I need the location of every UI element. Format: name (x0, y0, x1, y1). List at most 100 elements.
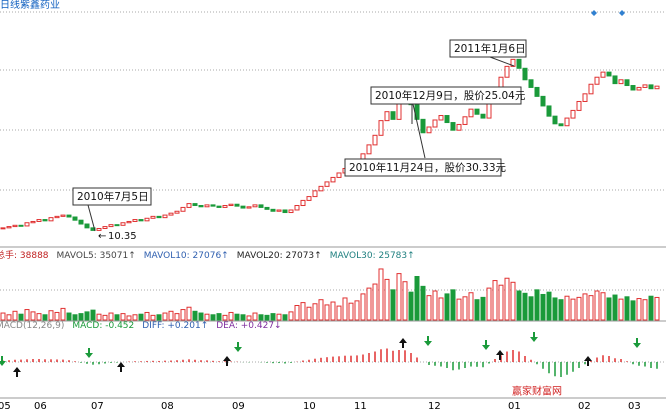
volume-bar (246, 315, 252, 321)
volume-bar (546, 291, 552, 321)
volume-bar (582, 293, 588, 321)
candle (126, 220, 132, 224)
marks (0, 58, 660, 377)
x-tick-label: 05 (0, 401, 11, 411)
callout-text: 2010年11月24日，股价30.33元 (349, 161, 507, 174)
candle (30, 220, 36, 224)
volume-bar (198, 312, 204, 321)
callout-line (489, 56, 515, 67)
volume-bar (42, 314, 48, 321)
candle (594, 76, 600, 85)
candle (390, 111, 396, 120)
callout-box (449, 39, 527, 58)
volume-bar (114, 314, 120, 321)
x-tick-label: 10 (303, 401, 316, 411)
volume-bar (30, 311, 36, 321)
volume-bar (402, 281, 408, 321)
candle (438, 115, 444, 121)
indicator-value: MAVOL20: 27073↑ (236, 251, 322, 261)
low-price-label: 10.35 (108, 231, 137, 242)
volume-bar (510, 281, 516, 321)
volume-bar (468, 292, 474, 321)
volume-bar (594, 290, 600, 321)
volume-bar (288, 311, 294, 321)
volume-bar (600, 292, 606, 321)
candle (540, 95, 546, 107)
candle (612, 75, 618, 85)
candle (6, 226, 12, 229)
x-tick-label: 03 (628, 401, 641, 411)
volume-bar (294, 305, 300, 321)
candle (210, 204, 216, 207)
candle (168, 212, 174, 216)
volume-bar (168, 310, 174, 321)
candle (522, 67, 528, 81)
callout-box (72, 187, 152, 206)
candle (486, 102, 492, 119)
volume-bar (72, 314, 78, 321)
volume-bar (66, 312, 72, 321)
candle (54, 215, 60, 219)
volume-bar (60, 307, 66, 321)
signal-icon (591, 10, 625, 16)
volume-bar (186, 306, 192, 321)
volume-bar (564, 295, 570, 321)
candle (222, 205, 228, 208)
volume-bar (642, 299, 648, 321)
volume-bar (414, 276, 420, 321)
volume-bar (306, 306, 312, 321)
volume-bar (150, 314, 156, 321)
volume-bar (258, 314, 264, 321)
candle (624, 79, 630, 87)
volume-bar (480, 296, 486, 321)
x-tick-label: 02 (578, 401, 591, 411)
volume-bar (120, 313, 126, 321)
candle (576, 100, 582, 111)
volume-bar (624, 296, 630, 321)
volume-bar (618, 298, 624, 321)
candle (192, 203, 198, 207)
candle (630, 85, 636, 91)
candle (420, 118, 426, 134)
volume-bar (366, 287, 372, 321)
candle (564, 117, 570, 127)
candle (150, 215, 156, 219)
volume-bar (438, 297, 444, 321)
volume-header: 总手: 38888 MAVOL5: 35071↑ MAVOL10: 27076↑ MA… (0, 248, 423, 261)
volume-bar (534, 289, 540, 321)
x-tick-label: 09 (232, 401, 245, 411)
x-tick-label: 12 (428, 401, 441, 411)
indicator-value: MAVOL10: 27076↑ (143, 251, 229, 261)
candle (102, 226, 108, 229)
volume-bar (156, 314, 162, 321)
x-tick-label: 08 (161, 401, 174, 411)
volume-bar (378, 268, 384, 321)
volume-bar (420, 285, 426, 321)
volume-bar (6, 314, 12, 321)
candle (108, 224, 114, 228)
volume-bar (354, 300, 360, 321)
volume-bar (144, 311, 150, 321)
volume-bar (396, 273, 402, 321)
candle (372, 134, 378, 146)
candle (480, 113, 486, 119)
volume-bar (516, 290, 522, 321)
candle (78, 219, 84, 225)
macd-signals (13, 338, 592, 377)
candle (138, 219, 144, 222)
volume-bar (504, 277, 510, 321)
callout-line (412, 103, 426, 159)
candle (42, 219, 48, 222)
candle (216, 205, 222, 208)
candle (474, 108, 480, 115)
volume-bar (498, 284, 504, 321)
candle (534, 86, 540, 97)
volume-bar (360, 293, 366, 321)
volume-bar (282, 314, 288, 321)
callout-text: 2010年7月5日 (77, 190, 149, 203)
candle (288, 209, 294, 214)
candle (36, 219, 42, 222)
candle (546, 105, 552, 117)
candle (312, 190, 318, 198)
candle (642, 84, 648, 88)
